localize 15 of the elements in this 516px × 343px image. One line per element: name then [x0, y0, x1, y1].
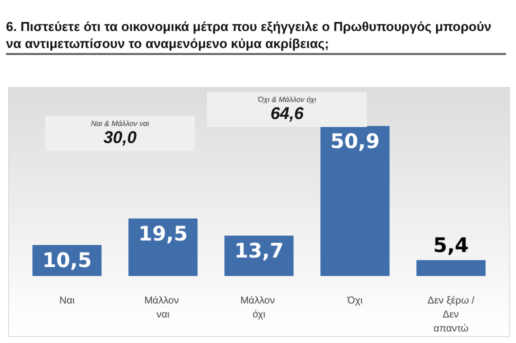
data-label: 5,4: [433, 233, 469, 258]
x-tick-label: Μάλλον ναι: [144, 296, 182, 320]
data-label: 13,7: [234, 238, 284, 263]
x-tick-label: Δεν ξέρω / Δεν απαντώ: [428, 296, 475, 334]
x-tick-label: Όχι: [346, 296, 363, 306]
annotation: 30,0: [102, 128, 138, 147]
x-tick-label: Ναι: [59, 296, 75, 306]
x-tick-label: Μάλλον όχι: [240, 296, 278, 320]
data-label: 50,9: [330, 129, 380, 153]
bar: [416, 260, 486, 276]
data-label: 19,5: [138, 222, 188, 246]
bar: [128, 218, 198, 276]
data-label: 10,5: [42, 248, 92, 272]
bar: [320, 126, 390, 276]
chart-title: 6. Πιστεύετε ότι τα οικονομικά μέτρα που εξήγγειλε ο Πρωθυπουργός μπορούν να αντιμετωπίσουν το αναμενόμενο κύμα ακρίβειας;: [6, 18, 506, 55]
